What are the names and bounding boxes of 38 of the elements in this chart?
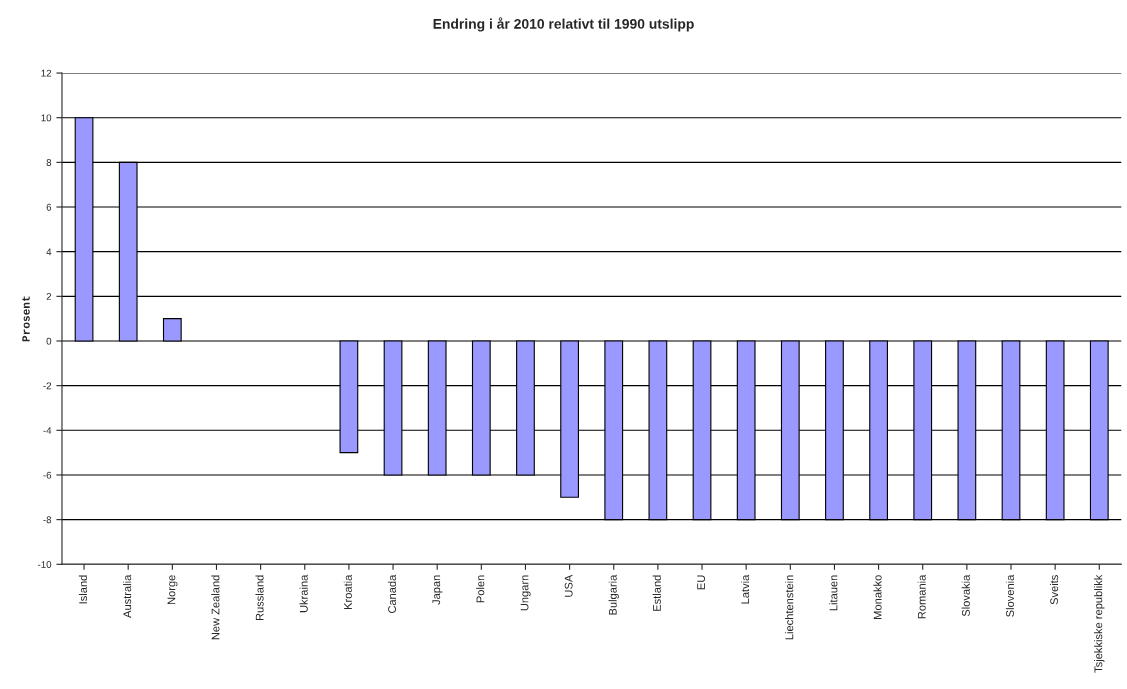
y-tick-label: 4 xyxy=(46,248,52,256)
x-tick-label: Sveits xyxy=(1049,575,1059,605)
x-tick-label: Ungarn xyxy=(520,575,531,611)
x-tick-label: New Zealand xyxy=(211,575,220,640)
y-tick-label: -6 xyxy=(43,471,52,479)
x-tick-label: Kroatia xyxy=(343,574,352,609)
x-tick-label: Japan xyxy=(432,575,443,605)
y-tick-label: 8 xyxy=(46,159,52,166)
chart-title: Endring i år 2010 relativt til 1990 utslipp xyxy=(433,17,694,32)
x-tick-label: Australia xyxy=(123,574,132,618)
x-tick-label: Russland xyxy=(255,575,264,621)
y-tick-label: 10 xyxy=(41,114,52,122)
x-tick-label: Romania xyxy=(917,574,926,619)
x-tick-label: Liechtenstein xyxy=(785,575,794,640)
y-tick-label: -10 xyxy=(37,561,52,568)
x-tick-label: Island xyxy=(78,575,88,604)
y-tick-label: 6 xyxy=(46,203,52,211)
x-tick-label: EU xyxy=(697,575,706,590)
y-tick-label: -2 xyxy=(43,382,52,390)
x-tick-label: Litauen xyxy=(829,575,838,611)
y-tick-label: 12 xyxy=(41,69,52,77)
x-tick-label: Ukraina xyxy=(299,574,308,613)
y-tick-label: -8 xyxy=(43,516,52,524)
y-tick-label: 2 xyxy=(46,293,52,300)
x-tick-label: Slovakia xyxy=(961,574,970,617)
y-tick-label: -4 xyxy=(43,427,52,434)
x-tick-label: Monakko xyxy=(873,575,882,619)
x-tick-label: Estland xyxy=(652,575,661,611)
x-tick-label: Slovenia xyxy=(1005,574,1014,617)
x-tick-label: USA xyxy=(564,574,573,597)
x-tick-label: Canada xyxy=(387,574,397,614)
x-tick-label: Norge xyxy=(167,575,178,605)
y-tick-label: 0 xyxy=(46,337,52,345)
x-tick-label: Tsjekkiske republikk xyxy=(1094,574,1105,673)
x-tick-label: Latvia xyxy=(740,574,750,604)
x-tick-label: Bulgaria xyxy=(608,574,619,615)
x-tick-label: Polen xyxy=(476,575,485,603)
y-axis-title: Prosent xyxy=(22,296,30,342)
